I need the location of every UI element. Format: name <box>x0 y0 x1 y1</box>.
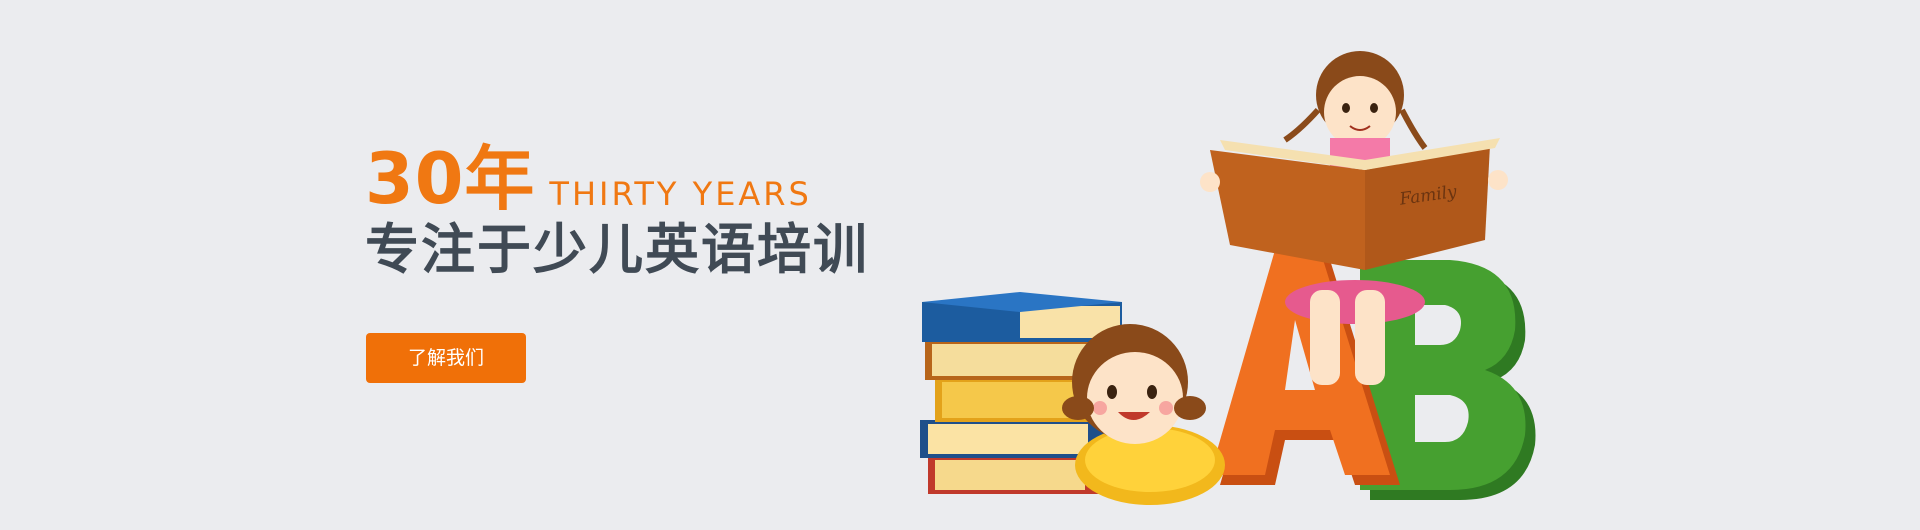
book-stack-icon <box>920 292 1122 494</box>
open-book-icon: Family <box>1200 138 1508 270</box>
hero-headline: 30年 THIRTY YEARS 专注于少儿英语培训 <box>365 140 1005 280</box>
years-english: THIRTY YEARS <box>549 175 812 213</box>
sitting-girl-icon <box>1283 51 1428 385</box>
years-title: 30年 <box>365 138 536 220</box>
about-us-button[interactable]: 了解我们 <box>366 333 526 383</box>
kids-reading-illustration: Family <box>920 51 1536 505</box>
lying-girl-icon <box>1062 324 1225 505</box>
tagline: 专注于少儿英语培训 <box>365 218 869 281</box>
headline-line-1: 30年 THIRTY YEARS <box>365 140 1005 214</box>
